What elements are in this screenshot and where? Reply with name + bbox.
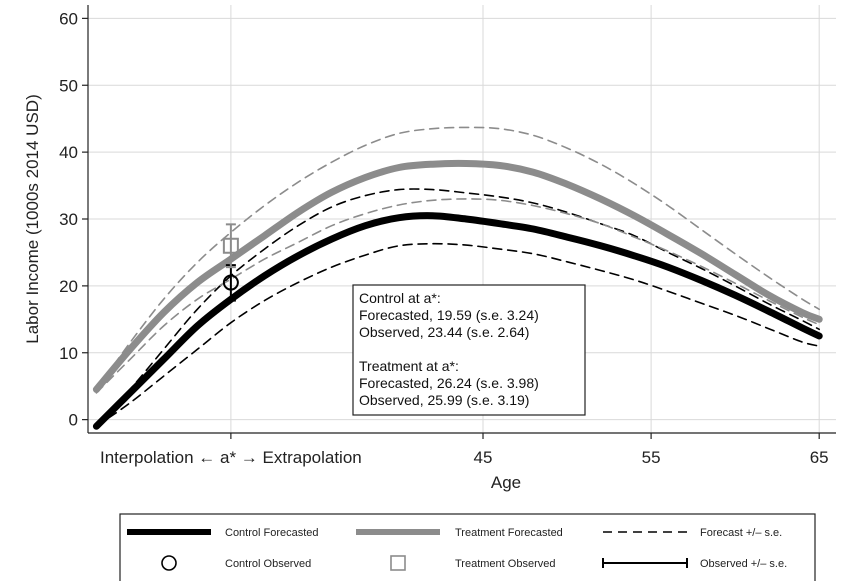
treatment-observed-marker xyxy=(222,237,239,254)
observed-points xyxy=(222,223,239,302)
legend-frame xyxy=(119,513,816,581)
curves xyxy=(92,126,823,430)
annotation-frame xyxy=(352,284,586,416)
y-tick-label: 20 xyxy=(59,277,78,296)
annotation-line: Forecasted, 26.24 (s.e. 3.98) xyxy=(359,375,539,391)
x-tick-label: 45 xyxy=(474,448,493,467)
annotation-line: Observed, 23.44 (s.e. 2.64) xyxy=(359,324,529,340)
forecast-s-e-line xyxy=(95,242,820,428)
y-axis-title: Labor Income (1000s 2014 USD) xyxy=(23,94,42,343)
legend-swatch-treatment-observed xyxy=(390,555,406,571)
annotation-line: Control at a*: xyxy=(359,290,441,306)
control-forecasted-line xyxy=(92,212,823,430)
legend-label-forecast-s-e: Forecast +/– s.e. xyxy=(700,527,782,539)
legend: Control Forecasted Treatment Forecasted Fo… xyxy=(119,513,816,581)
legend-label-control-forecasted: Control Forecasted xyxy=(225,527,319,539)
legend-label-control-observed: Control Observed xyxy=(225,558,311,570)
legend-label-treatment-observed: Treatment Observed xyxy=(455,558,555,570)
annotation-line: Forecasted, 19.59 (s.e. 3.24) xyxy=(359,307,539,323)
y-tick-label: 40 xyxy=(59,143,78,162)
x-axis-title: Age xyxy=(491,473,521,492)
y-tick-label: 0 xyxy=(69,411,78,430)
x-tick-label: 65 xyxy=(810,448,829,467)
y-tick-label: 50 xyxy=(59,76,78,95)
x-special-label: Interpolation ← a* → Extrapolation xyxy=(100,448,362,467)
forecast-s-e-line xyxy=(95,126,820,391)
treatment-forecasted-line xyxy=(92,159,823,393)
annotation-line: Treatment at a*: xyxy=(359,358,459,374)
control-observed-marker xyxy=(222,274,239,291)
y-tick-label: 10 xyxy=(59,344,78,363)
forecast-s-e-line xyxy=(95,198,820,394)
legend-label-treatment-forecasted: Treatment Forecasted xyxy=(455,527,563,539)
legend-swatch-control-observed xyxy=(161,555,177,571)
gridlines xyxy=(88,5,836,433)
legend-label-observed-s-e: Observed +/– s.e. xyxy=(700,558,787,570)
x-tick-label: 55 xyxy=(642,448,661,467)
axes: 0 10 20 30 40 50 60 45 55 65 Interpolation ← a* → … xyxy=(23,5,836,492)
annotation-box: Control at a*:Forecasted, 19.59 (s.e. 3.… xyxy=(352,284,586,416)
y-tick-label: 30 xyxy=(59,210,78,229)
y-tick-label: 60 xyxy=(59,9,78,28)
annotation-line: Observed, 25.99 (s.e. 3.19) xyxy=(359,392,529,408)
